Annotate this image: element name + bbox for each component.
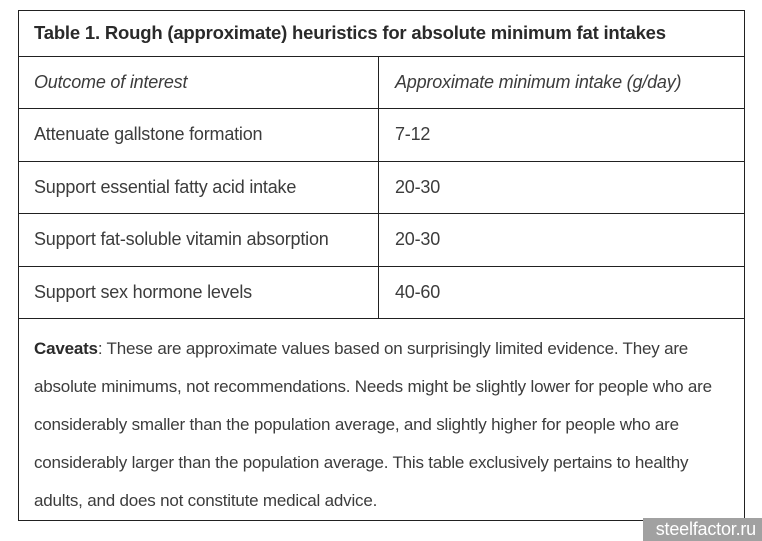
caveats-label: Caveats	[34, 339, 98, 359]
caveats-text: : These are approximate values based on …	[34, 339, 712, 511]
caveats-note: Caveats: These are approximate values ba…	[19, 319, 744, 520]
intake-cell: 20-30	[395, 229, 441, 250]
outcome-cell: Support essential fatty acid intake	[19, 161, 379, 214]
outcome-cell: Support fat-soluble vitamin absorption	[19, 214, 379, 266]
intake-cell: 40-60	[395, 281, 441, 302]
table-header-row: Outcome of interest Approximate minimum …	[19, 56, 744, 110]
fat-intake-table: Table 1. Rough (approximate) heuristics …	[18, 10, 745, 521]
table-row: Support essential fatty acid intake 20-3…	[19, 161, 744, 215]
column-header-outcome: Outcome of interest	[19, 56, 379, 109]
intake-cell: 7-12	[395, 124, 431, 145]
outcome-cell: Support sex hormone levels	[19, 266, 379, 319]
outcome-cell: Attenuate gallstone formation	[19, 109, 379, 161]
table-row: Attenuate gallstone formation 7-12	[19, 109, 744, 162]
column-header-intake: Approximate minimum intake (g/day)	[395, 71, 682, 92]
table-title: Table 1. Rough (approximate) heuristics …	[19, 11, 744, 57]
intake-cell: 20-30	[395, 176, 441, 197]
table-row: Support sex hormone levels 40-60	[19, 266, 744, 320]
watermark-badge: steelfactor.ru	[643, 518, 762, 541]
table-row: Support fat-soluble vitamin absorption 2…	[19, 214, 744, 267]
